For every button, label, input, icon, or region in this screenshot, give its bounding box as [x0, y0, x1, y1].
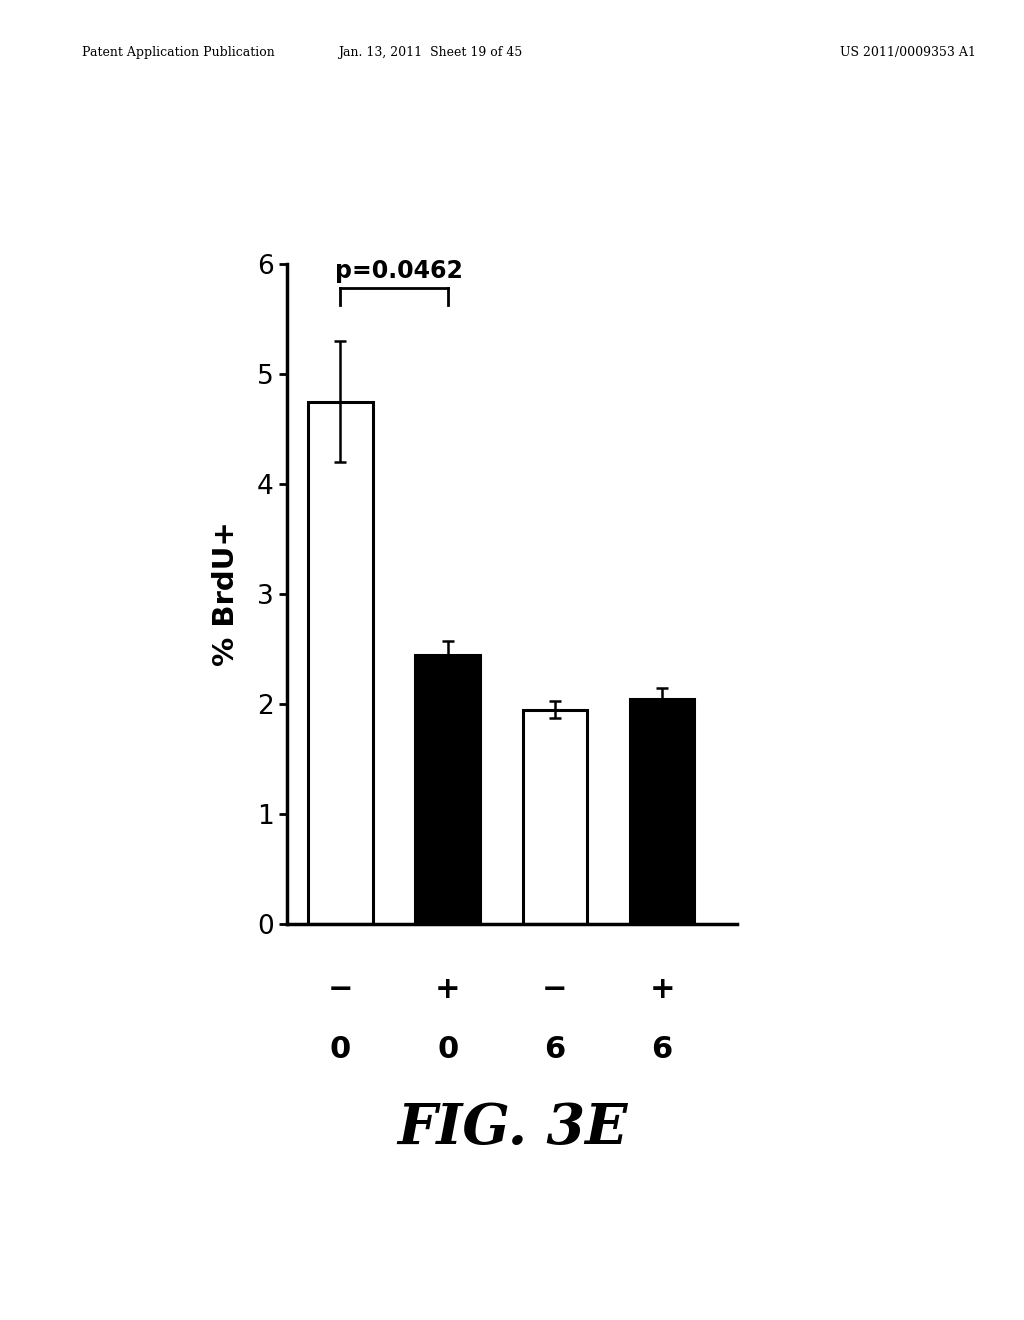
Text: 6: 6	[545, 1035, 565, 1064]
Text: Jan. 13, 2011  Sheet 19 of 45: Jan. 13, 2011 Sheet 19 of 45	[338, 46, 522, 59]
Text: 0: 0	[437, 1035, 459, 1064]
Text: +: +	[649, 975, 675, 1005]
Text: FIG. 3E: FIG. 3E	[397, 1101, 627, 1156]
Bar	[416, 655, 480, 924]
Text: −: −	[542, 975, 567, 1005]
Y-axis label: % BrdU+: % BrdU+	[212, 521, 240, 667]
Text: Patent Application Publication: Patent Application Publication	[82, 46, 274, 59]
Bar	[522, 710, 587, 924]
Text: −: −	[328, 975, 353, 1005]
Text: 6: 6	[651, 1035, 673, 1064]
Bar	[308, 401, 373, 924]
Text: US 2011/0009353 A1: US 2011/0009353 A1	[840, 46, 976, 59]
Bar	[630, 698, 694, 924]
Text: p=0.0462: p=0.0462	[335, 259, 463, 282]
Text: +: +	[435, 975, 461, 1005]
Text: 0: 0	[330, 1035, 351, 1064]
